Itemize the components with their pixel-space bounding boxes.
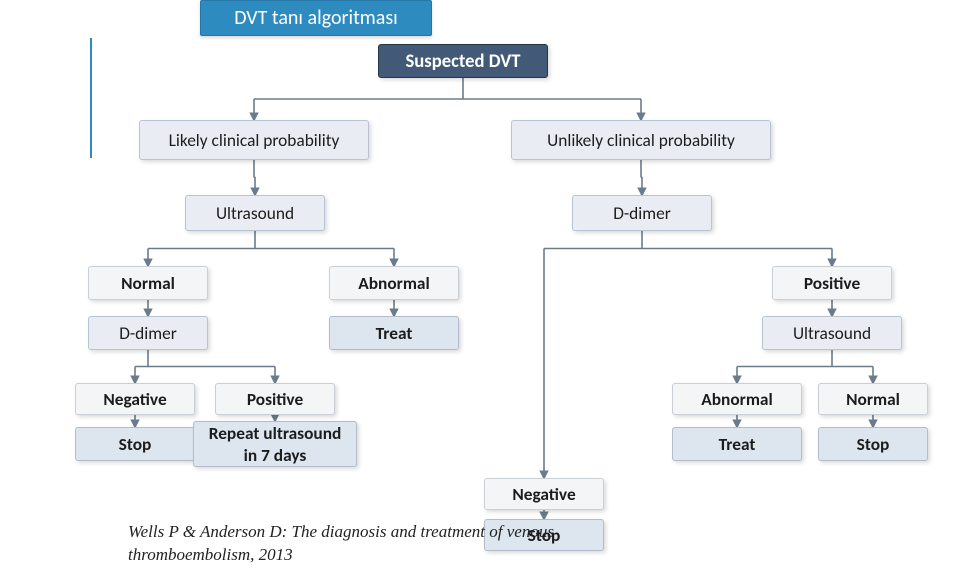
node-stop1: Stop: [75, 427, 195, 461]
node-neg1: Negative: [75, 383, 195, 415]
node-repeat: Repeat ultrasound in 7 days: [193, 421, 357, 467]
node-likely: Likely clinical probability: [139, 120, 369, 160]
diagram-title: DVT tanı algoritması: [234, 6, 398, 30]
node-us1: Ultrasound: [185, 195, 325, 231]
citation-line2: thromboembolism, 2013: [128, 545, 293, 564]
diagram-title-bar: DVT tanı algoritması: [200, 0, 432, 36]
node-root: Suspected DVT: [378, 44, 548, 78]
citation-line1: Wells P & Anderson D: The diagnosis and …: [128, 522, 554, 541]
node-dd2: D-dimer: [572, 195, 712, 231]
node-treat1: Treat: [329, 316, 459, 350]
node-us2: Ultrasound: [762, 316, 902, 350]
node-pos1: Positive: [215, 383, 335, 415]
node-stop2: Stop: [818, 427, 928, 461]
node-abn2: Abnormal: [672, 383, 802, 415]
left-accent-line: [90, 38, 92, 158]
node-neg2: Negative: [484, 478, 604, 510]
node-dd1: D-dimer: [88, 316, 208, 350]
node-pos2: Positive: [772, 266, 892, 300]
node-norm1: Normal: [88, 266, 208, 300]
citation-text: Wells P & Anderson D: The diagnosis and …: [128, 521, 850, 567]
node-treat2: Treat: [672, 427, 802, 461]
node-unlikely: Unlikely clinical probability: [511, 120, 771, 160]
node-abn1: Abnormal: [329, 266, 459, 300]
node-norm2: Normal: [818, 383, 928, 415]
